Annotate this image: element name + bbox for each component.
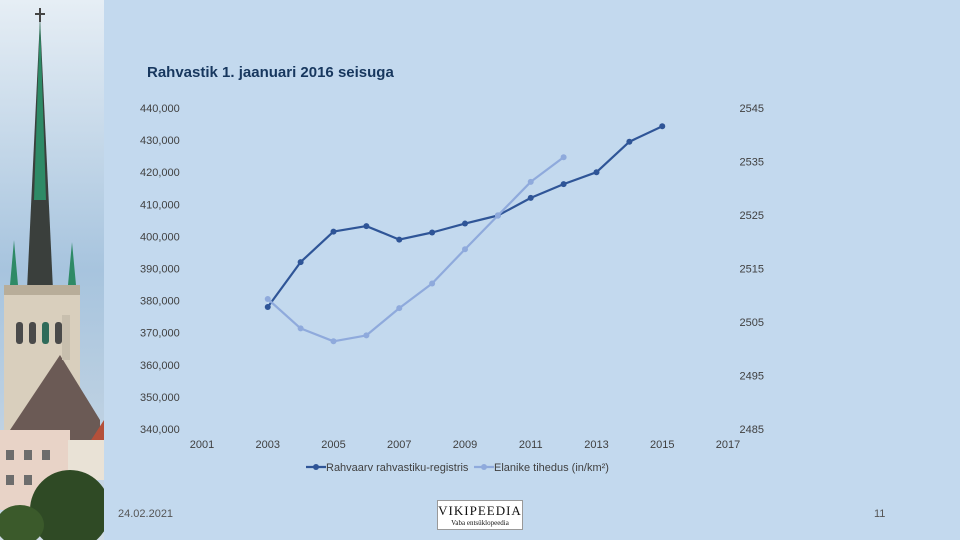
y-left-tick-label: 420,000 [140, 167, 180, 179]
x-tick-label: 2007 [387, 439, 411, 451]
y-right-tick-label: 2505 [740, 317, 764, 329]
series-line-1 [266, 125, 663, 308]
data-point [462, 246, 468, 253]
x-tick-label: 2005 [321, 439, 345, 451]
y-left-tick-label: 340,000 [140, 424, 180, 436]
x-axis: 2001 2003 2005 2007 2009 2011 2013 2015 2017 [190, 439, 740, 451]
data-point [264, 295, 271, 302]
slide-date: 24.02.2021 [118, 508, 174, 520]
y-axis-right: 2545 2535 2525 2515 2505 2495 2485 [740, 103, 764, 436]
population-chart: 440,000 430,000 420,000 410,000 400,000 390,0… [140, 103, 764, 474]
legend-swatch-marker [313, 464, 319, 470]
data-point [330, 228, 337, 235]
y-left-tick-label: 440,000 [140, 103, 180, 115]
legend-label: Rahvaarv rahvastiku-registris [326, 462, 469, 474]
series-line-2 [267, 156, 565, 343]
data-point [264, 304, 271, 311]
y-left-tick-label: 430,000 [140, 135, 180, 147]
data-point [527, 178, 534, 185]
x-tick-label: 2003 [256, 439, 280, 451]
y-left-tick-label: 410,000 [140, 199, 180, 211]
data-point [396, 305, 403, 312]
x-tick-label: 2009 [453, 439, 477, 451]
x-tick-label: 2001 [190, 439, 214, 451]
data-point [560, 154, 567, 161]
logo-name: VIKIPEEDIA [438, 503, 522, 518]
data-point [494, 212, 501, 219]
y-right-tick-label: 2515 [740, 264, 764, 276]
logo-subtitle: Vaba entsüklopeedia [451, 519, 509, 527]
legend: Rahvaarv rahvastiku-registris Elanike tih… [306, 462, 609, 474]
y-left-tick-label: 400,000 [140, 231, 180, 243]
data-point [626, 138, 633, 145]
y-right-tick-label: 2525 [740, 210, 764, 222]
data-point [593, 169, 600, 176]
y-right-tick-label: 2495 [740, 371, 764, 383]
vikipeedia-logo: VIKIPEEDIA Vaba entsüklopeedia [437, 500, 523, 530]
data-point [363, 332, 370, 339]
y-right-tick-label: 2535 [740, 157, 764, 169]
data-point [396, 236, 403, 243]
data-point [297, 259, 304, 266]
data-point [363, 223, 370, 230]
legend-swatch-marker [481, 464, 487, 470]
y-left-tick-label: 380,000 [140, 296, 180, 308]
legend-label: Elanike tihedus (in/km²) [494, 462, 609, 474]
y-axis-left: 440,000 430,000 420,000 410,000 400,000 390,0… [140, 103, 180, 436]
x-tick-label: 2015 [650, 439, 674, 451]
x-tick-label: 2013 [584, 439, 608, 451]
data-point [527, 194, 534, 201]
y-left-tick-label: 390,000 [140, 264, 180, 276]
data-point [429, 229, 436, 236]
y-left-tick-label: 360,000 [140, 360, 180, 372]
y-right-tick-label: 2545 [740, 103, 764, 115]
data-point [330, 338, 337, 345]
data-point [659, 123, 666, 130]
y-left-tick-label: 370,000 [140, 328, 180, 340]
data-point [297, 325, 304, 332]
x-tick-label: 2017 [716, 439, 740, 451]
data-point [462, 220, 468, 227]
x-tick-label: 2011 [519, 439, 543, 451]
data-point [560, 181, 567, 188]
y-left-tick-label: 350,000 [140, 392, 180, 404]
y-right-tick-label: 2485 [740, 424, 764, 436]
series-layer [264, 123, 666, 345]
chart-title: Rahvastik 1. jaanuari 2016 seisuga [147, 64, 394, 81]
data-point [429, 280, 436, 287]
church-tower-photo [0, 0, 104, 540]
slide-page-number: 11 [874, 508, 886, 520]
